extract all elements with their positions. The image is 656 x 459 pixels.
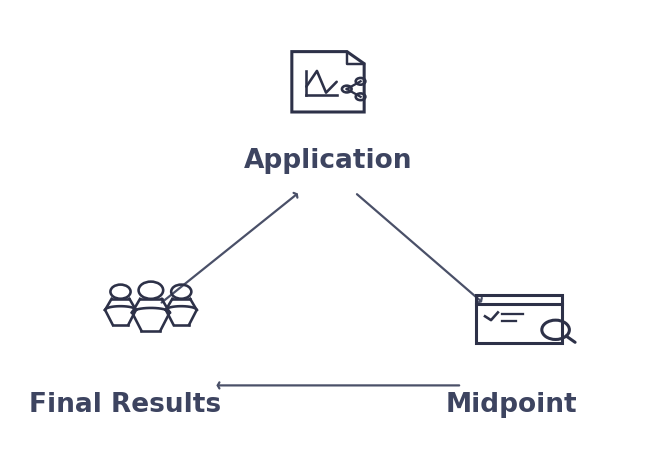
Text: Midpoint: Midpoint: [446, 391, 577, 417]
Text: Application: Application: [244, 148, 412, 174]
Text: Final Results: Final Results: [29, 391, 220, 417]
Bar: [476, 295, 562, 343]
